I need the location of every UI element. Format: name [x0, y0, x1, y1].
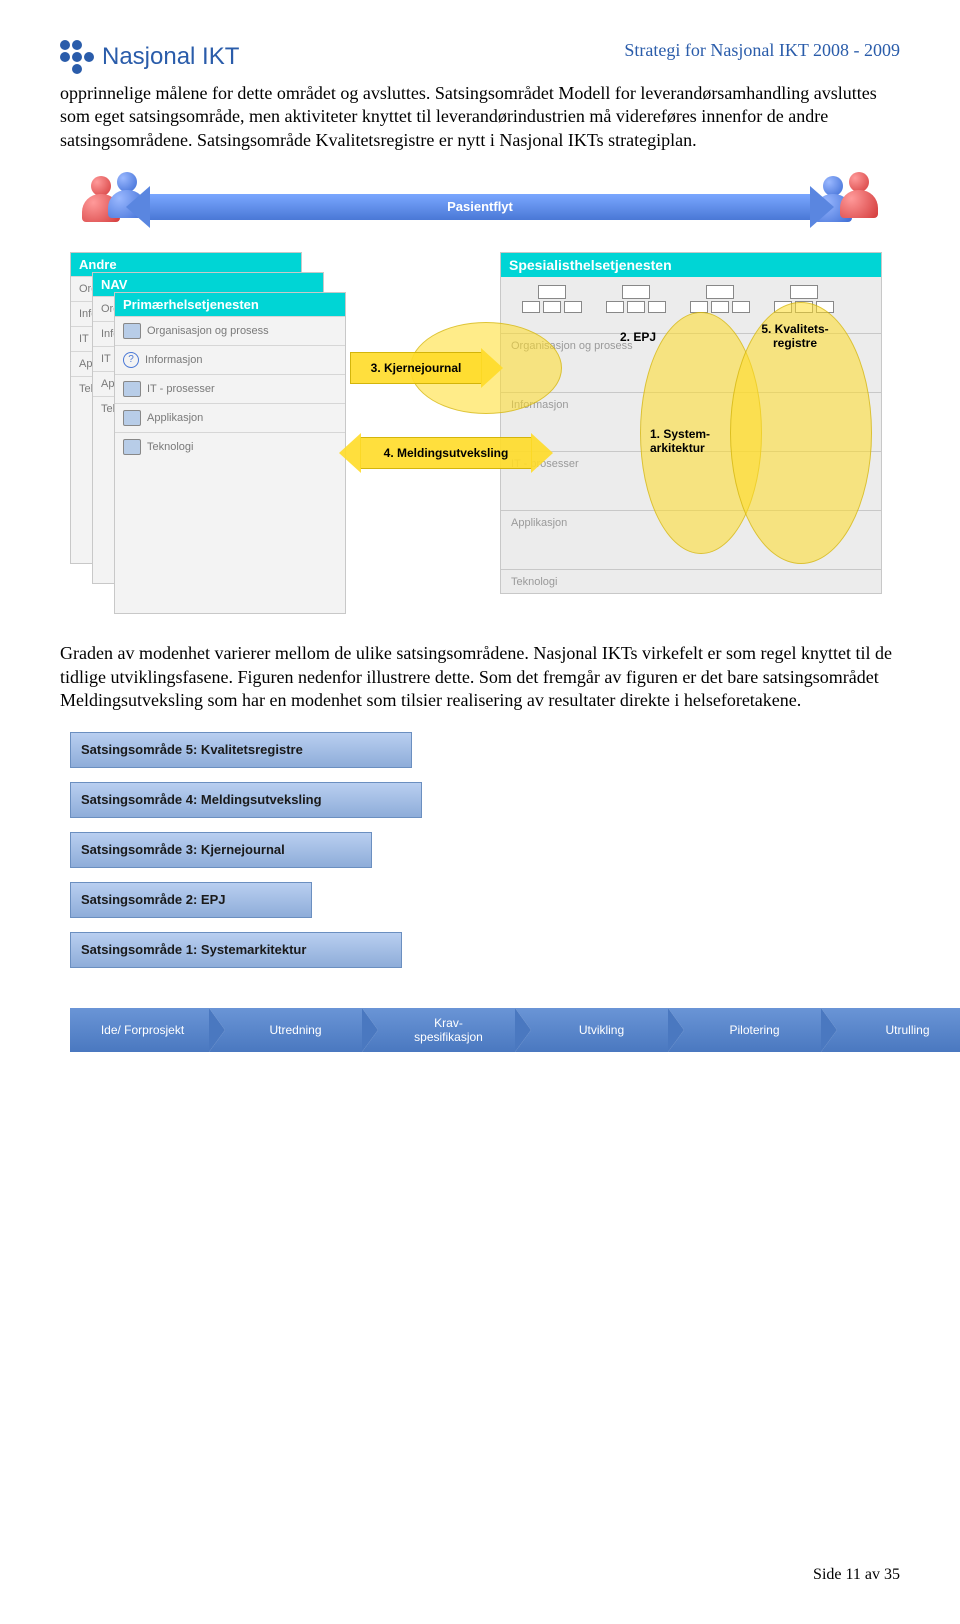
logo-text: Nasjonal IKT — [102, 43, 239, 71]
flow-arrow: Pasientflyt — [150, 194, 810, 220]
header-strategy-title: Strategi for Nasjonal IKT 2008 - 2009 — [624, 40, 900, 61]
sat-bar: Satsingsområde 2: EPJ — [70, 882, 312, 918]
layer-row: Teknologi — [501, 569, 881, 628]
arrow-kjernejournal: 3. Kjernejournal — [350, 352, 482, 384]
logo-dots — [60, 40, 94, 74]
diagram-modenhet: Satsingsområde 5: Kvalitetsregistre Satsi… — [70, 732, 890, 1052]
diagram-pasientflyt: Pasientflyt Andre Organisasjon og proses… — [70, 172, 890, 612]
phase-arrow: Utredning — [209, 1008, 362, 1052]
label-kvalitetsregistre: 5. Kvalitets-registre — [750, 322, 840, 350]
phase-arrow: Ide/ Forprosjekt — [70, 1008, 209, 1052]
person-icon — [834, 172, 884, 222]
sat-bar: Satsingsområde 1: Systemarkitektur — [70, 932, 402, 968]
stack-card-primaer: Primærhelsetjenesten Organisasjon og pro… — [114, 292, 346, 614]
panel-title: Spesialisthelsetjenesten — [501, 253, 881, 277]
label-systemarkitektur: 1. System-arkitektur — [650, 427, 740, 455]
card-title: Primærhelsetjenesten — [115, 293, 345, 316]
sat-bar: Satsingsområde 5: Kvalitetsregistre — [70, 732, 412, 768]
phase-arrow: Krav-spesifikasjon — [362, 1008, 515, 1052]
phase-arrow: Utrulling — [821, 1008, 960, 1052]
phase-arrow: Utvikling — [515, 1008, 668, 1052]
phase-arrow-row: Ide/ ForprosjektUtredningKrav-spesifikas… — [70, 1008, 960, 1052]
page-footer: Side 11 av 35 — [813, 1566, 900, 1584]
paragraph-1: opprinnelige målene for dette området og… — [60, 82, 900, 152]
phase-arrow: Pilotering — [668, 1008, 821, 1052]
paragraph-2: Graden av modenhet varierer mellom de ul… — [60, 642, 900, 712]
sat-bar: Satsingsområde 4: Meldingsutveksling — [70, 782, 422, 818]
arrow-meldingsutveksling: 4. Meldingsutveksling — [360, 437, 532, 469]
label-epj: 2. EPJ — [620, 330, 656, 344]
sat-bar: Satsingsområde 3: Kjernejournal — [70, 832, 372, 868]
